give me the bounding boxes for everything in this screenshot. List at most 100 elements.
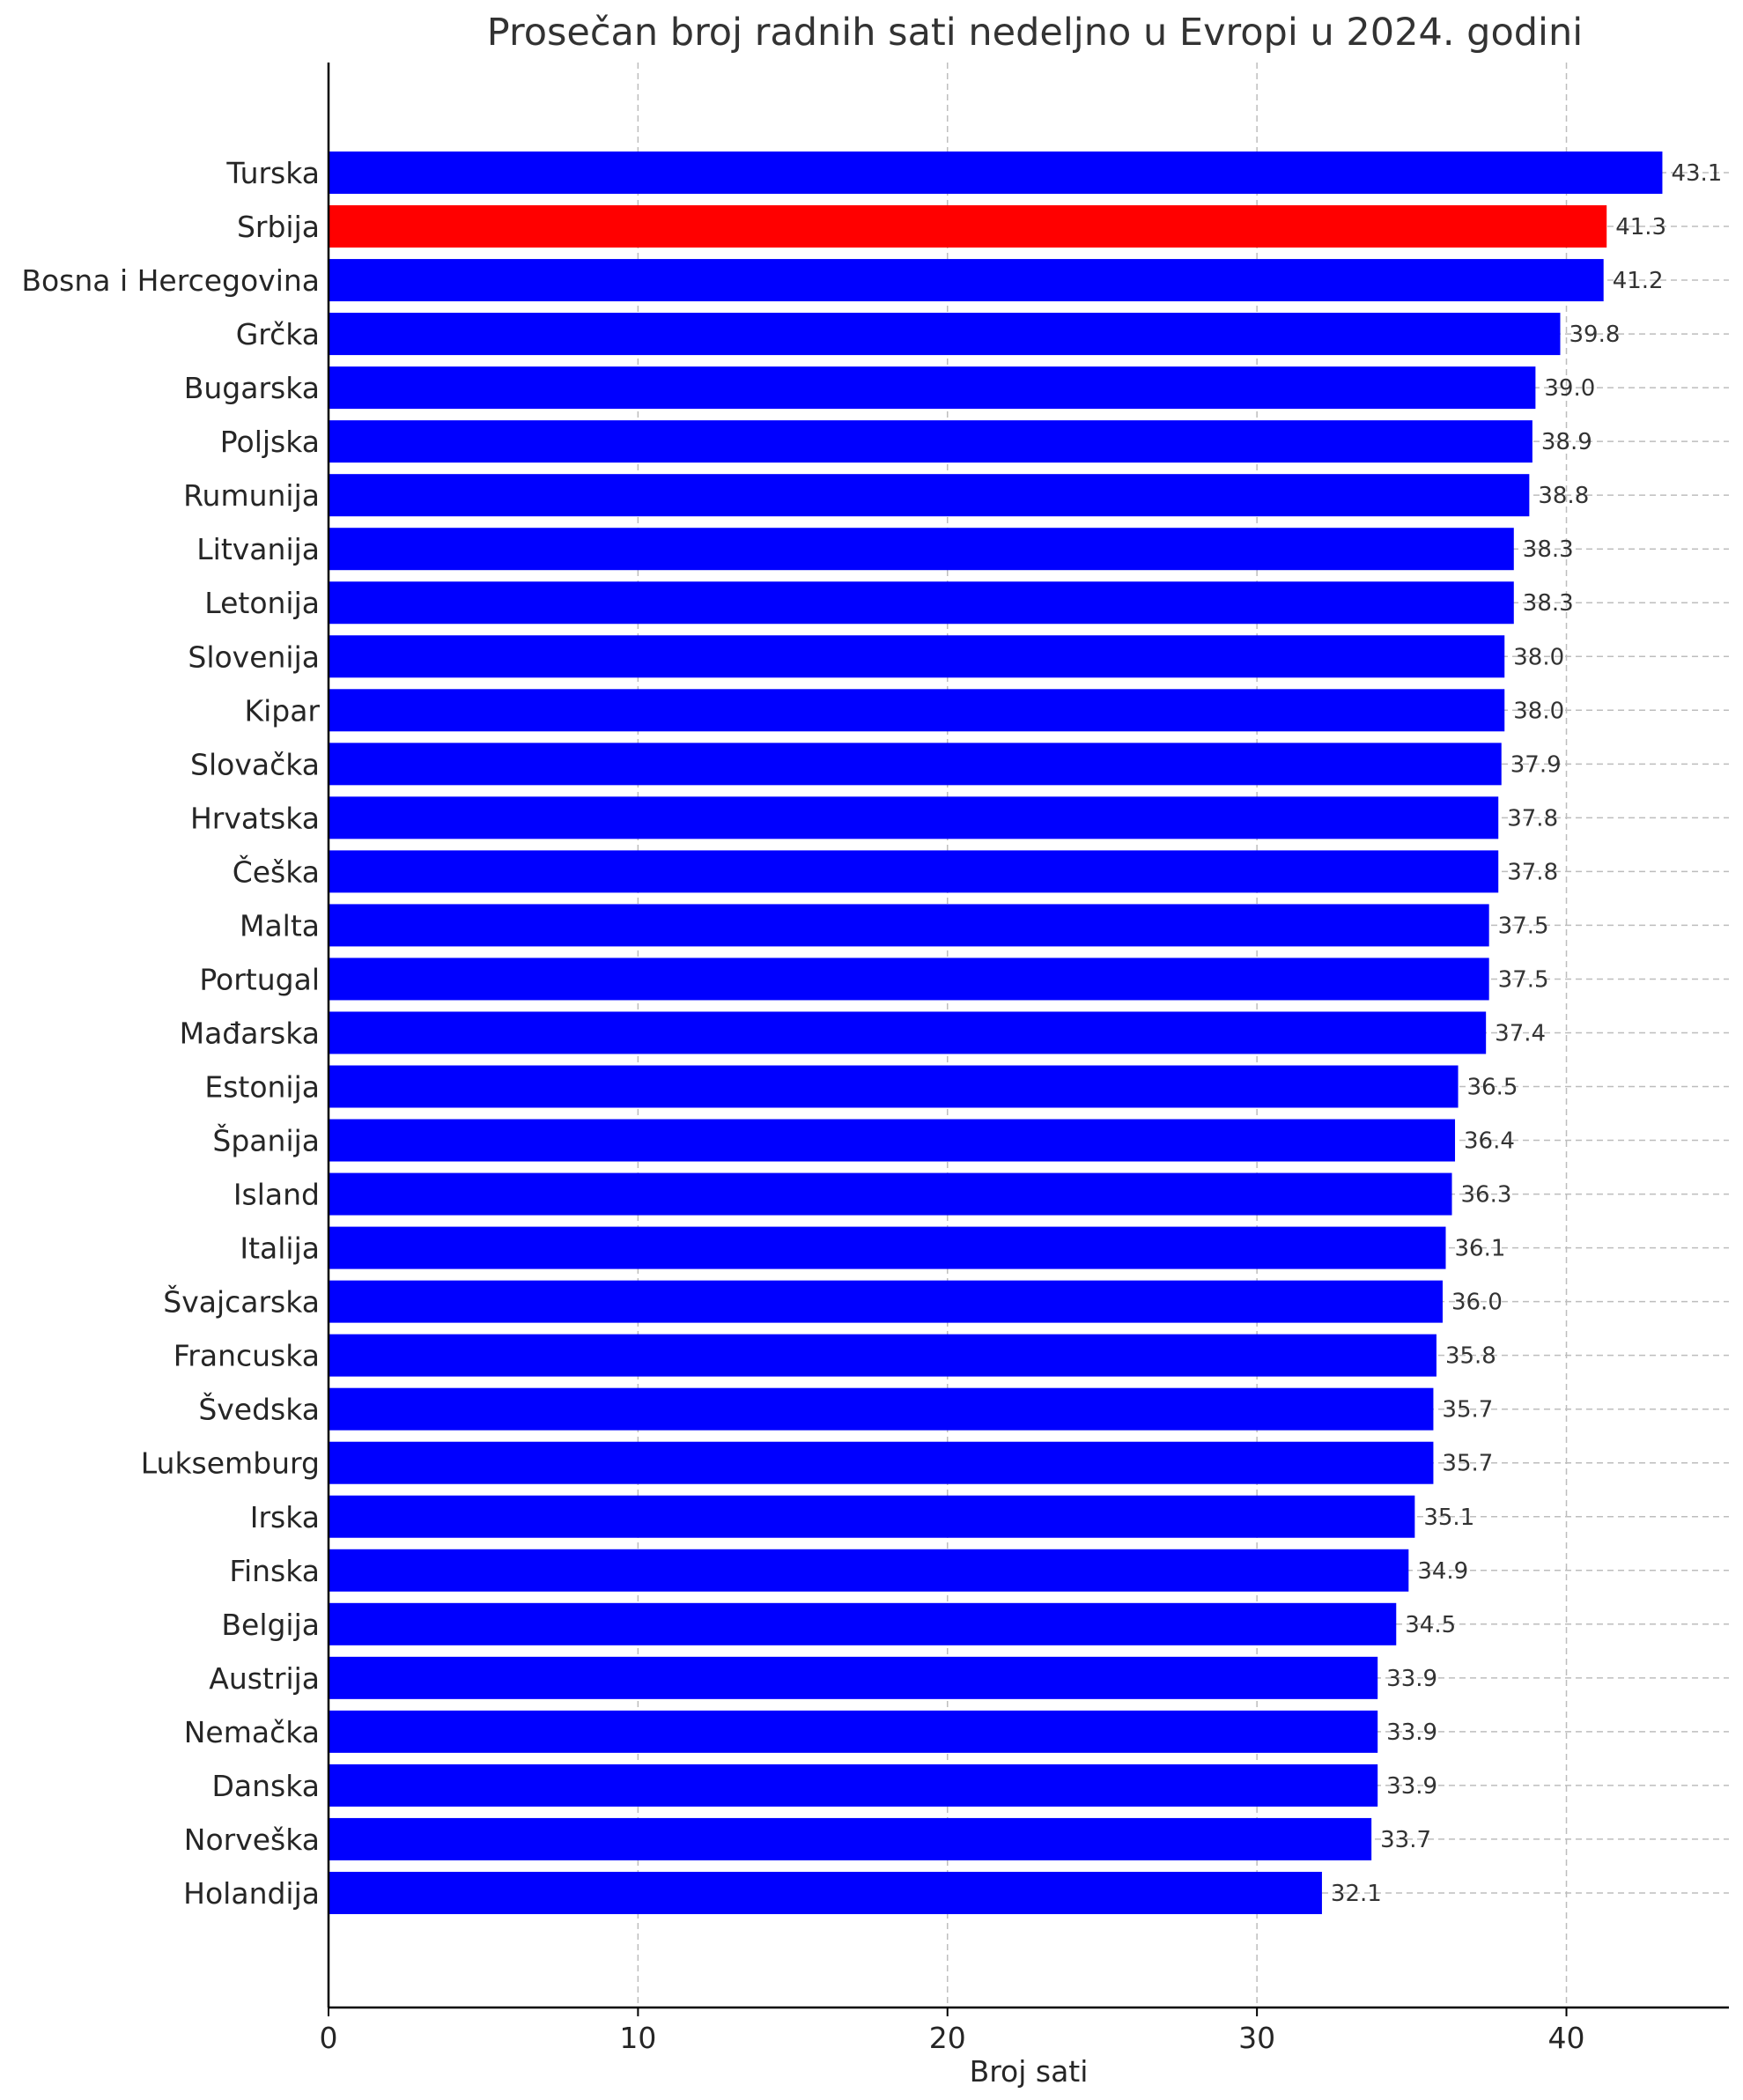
value-label: 33.9 — [1386, 1666, 1437, 1692]
value-label: 36.0 — [1451, 1290, 1503, 1316]
value-label: 35.7 — [1442, 1397, 1493, 1423]
category-label: Nemačka — [184, 1715, 320, 1749]
bar-22 — [329, 1334, 1436, 1377]
bar-0 — [329, 152, 1663, 194]
category-label: Švajcarska — [163, 1284, 320, 1320]
value-label: 35.1 — [1423, 1505, 1474, 1531]
category-label: Portugal — [199, 962, 320, 996]
category-label: Austrija — [209, 1661, 320, 1696]
category-label: Bugarska — [184, 371, 320, 405]
bar-17 — [329, 1065, 1459, 1108]
value-label: 38.3 — [1523, 590, 1574, 617]
value-label: 34.5 — [1405, 1612, 1456, 1638]
value-label: 36.3 — [1461, 1182, 1512, 1209]
x-tick-label: 10 — [619, 2021, 656, 2055]
bar-1 — [329, 205, 1607, 248]
category-label: Francuska — [174, 1339, 320, 1373]
category-label: Mađarska — [180, 1016, 320, 1050]
bar-24 — [329, 1441, 1434, 1484]
bar-4 — [329, 366, 1536, 410]
category-label: Bosna i Hercegovina — [21, 263, 320, 298]
category-label: Litvanija — [196, 532, 320, 566]
value-label: 36.4 — [1464, 1128, 1515, 1155]
bar-11 — [329, 743, 1502, 786]
category-label: Hrvatska — [190, 801, 320, 835]
value-label: 38.9 — [1541, 429, 1592, 455]
bar-29 — [329, 1710, 1378, 1753]
bar-32 — [329, 1871, 1322, 1914]
x-tick-label: 20 — [929, 2021, 966, 2055]
category-label: Belgija — [221, 1608, 320, 1642]
value-label: 39.0 — [1544, 375, 1595, 402]
bar-13 — [329, 850, 1499, 893]
bar-3 — [329, 313, 1561, 356]
bar-20 — [329, 1226, 1446, 1269]
value-label: 33.9 — [1386, 1719, 1437, 1746]
category-label: Letonija — [204, 586, 320, 620]
category-label: Španija — [212, 1123, 320, 1158]
bar-12 — [329, 796, 1499, 839]
value-label: 35.8 — [1445, 1343, 1496, 1370]
value-label: 43.1 — [1671, 160, 1722, 187]
x-axis-title: Broj sati — [970, 2054, 1089, 2089]
bar-27 — [329, 1602, 1397, 1645]
value-label: 37.8 — [1507, 859, 1558, 885]
value-label: 34.9 — [1417, 1558, 1468, 1585]
category-label: Slovenija — [188, 640, 320, 674]
value-label: 37.4 — [1495, 1020, 1546, 1046]
bar-7 — [329, 528, 1514, 571]
value-label: 36.5 — [1467, 1075, 1518, 1101]
bar-30 — [329, 1764, 1378, 1807]
x-tick-label: 30 — [1238, 2021, 1275, 2055]
bar-21 — [329, 1280, 1443, 1323]
value-label: 41.2 — [1613, 268, 1664, 294]
category-label: Malta — [240, 908, 320, 943]
category-label: Holandija — [183, 1876, 320, 1911]
x-tick-label: 0 — [320, 2021, 338, 2055]
value-label: 39.8 — [1569, 322, 1620, 348]
category-label: Island — [233, 1178, 320, 1212]
value-label: 37.5 — [1498, 913, 1549, 939]
category-label: Italija — [240, 1231, 320, 1266]
category-label: Poljska — [220, 425, 320, 459]
bars-layer — [329, 152, 1663, 1914]
value-label: 37.5 — [1498, 966, 1549, 993]
category-label: Rumunija — [183, 478, 320, 513]
category-label: Kipar — [244, 693, 320, 728]
value-label: 38.8 — [1538, 483, 1589, 509]
bar-15 — [329, 958, 1489, 1001]
value-label: 41.3 — [1615, 214, 1666, 240]
category-label: Finska — [229, 1554, 320, 1588]
bar-25 — [329, 1495, 1415, 1538]
value-labels: 43.1 41.3 41.2 39.8 39.0 38.9 38.8 38.3 38.3 38.0… — [1331, 160, 1722, 1907]
value-label: 37.8 — [1507, 805, 1558, 832]
bar-23 — [329, 1387, 1434, 1431]
category-label: Estonija — [204, 1070, 320, 1105]
bar-28 — [329, 1656, 1378, 1699]
x-tick-label: 40 — [1548, 2021, 1585, 2055]
bar-9 — [329, 635, 1505, 678]
x-axis-ticks: 0 10 20 30 40 — [320, 2008, 1585, 2055]
bar-5 — [329, 420, 1533, 463]
bar-8 — [329, 581, 1514, 625]
value-label: 38.0 — [1513, 698, 1564, 724]
category-label: Češka — [233, 854, 320, 889]
category-label: Norveška — [184, 1823, 320, 1857]
chart-title: Prosečan broj radnih sati nedeljno u Evr… — [487, 11, 1583, 55]
bar-18 — [329, 1119, 1456, 1162]
value-label: 35.7 — [1442, 1451, 1493, 1477]
bar-16 — [329, 1011, 1487, 1054]
category-label: Švedska — [198, 1392, 320, 1427]
category-labels: Turska Srbija Bosna i Hercegovina Grčka Buga… — [21, 156, 320, 1911]
value-label: 38.0 — [1513, 644, 1564, 670]
category-label: Grčka — [236, 317, 320, 351]
category-label: Slovačka — [190, 747, 320, 781]
bar-31 — [329, 1817, 1372, 1860]
value-label: 32.1 — [1331, 1881, 1382, 1907]
bar-19 — [329, 1172, 1452, 1216]
bar-14 — [329, 904, 1489, 947]
category-label: Luksemburg — [141, 1446, 320, 1481]
value-label: 33.7 — [1380, 1827, 1431, 1853]
